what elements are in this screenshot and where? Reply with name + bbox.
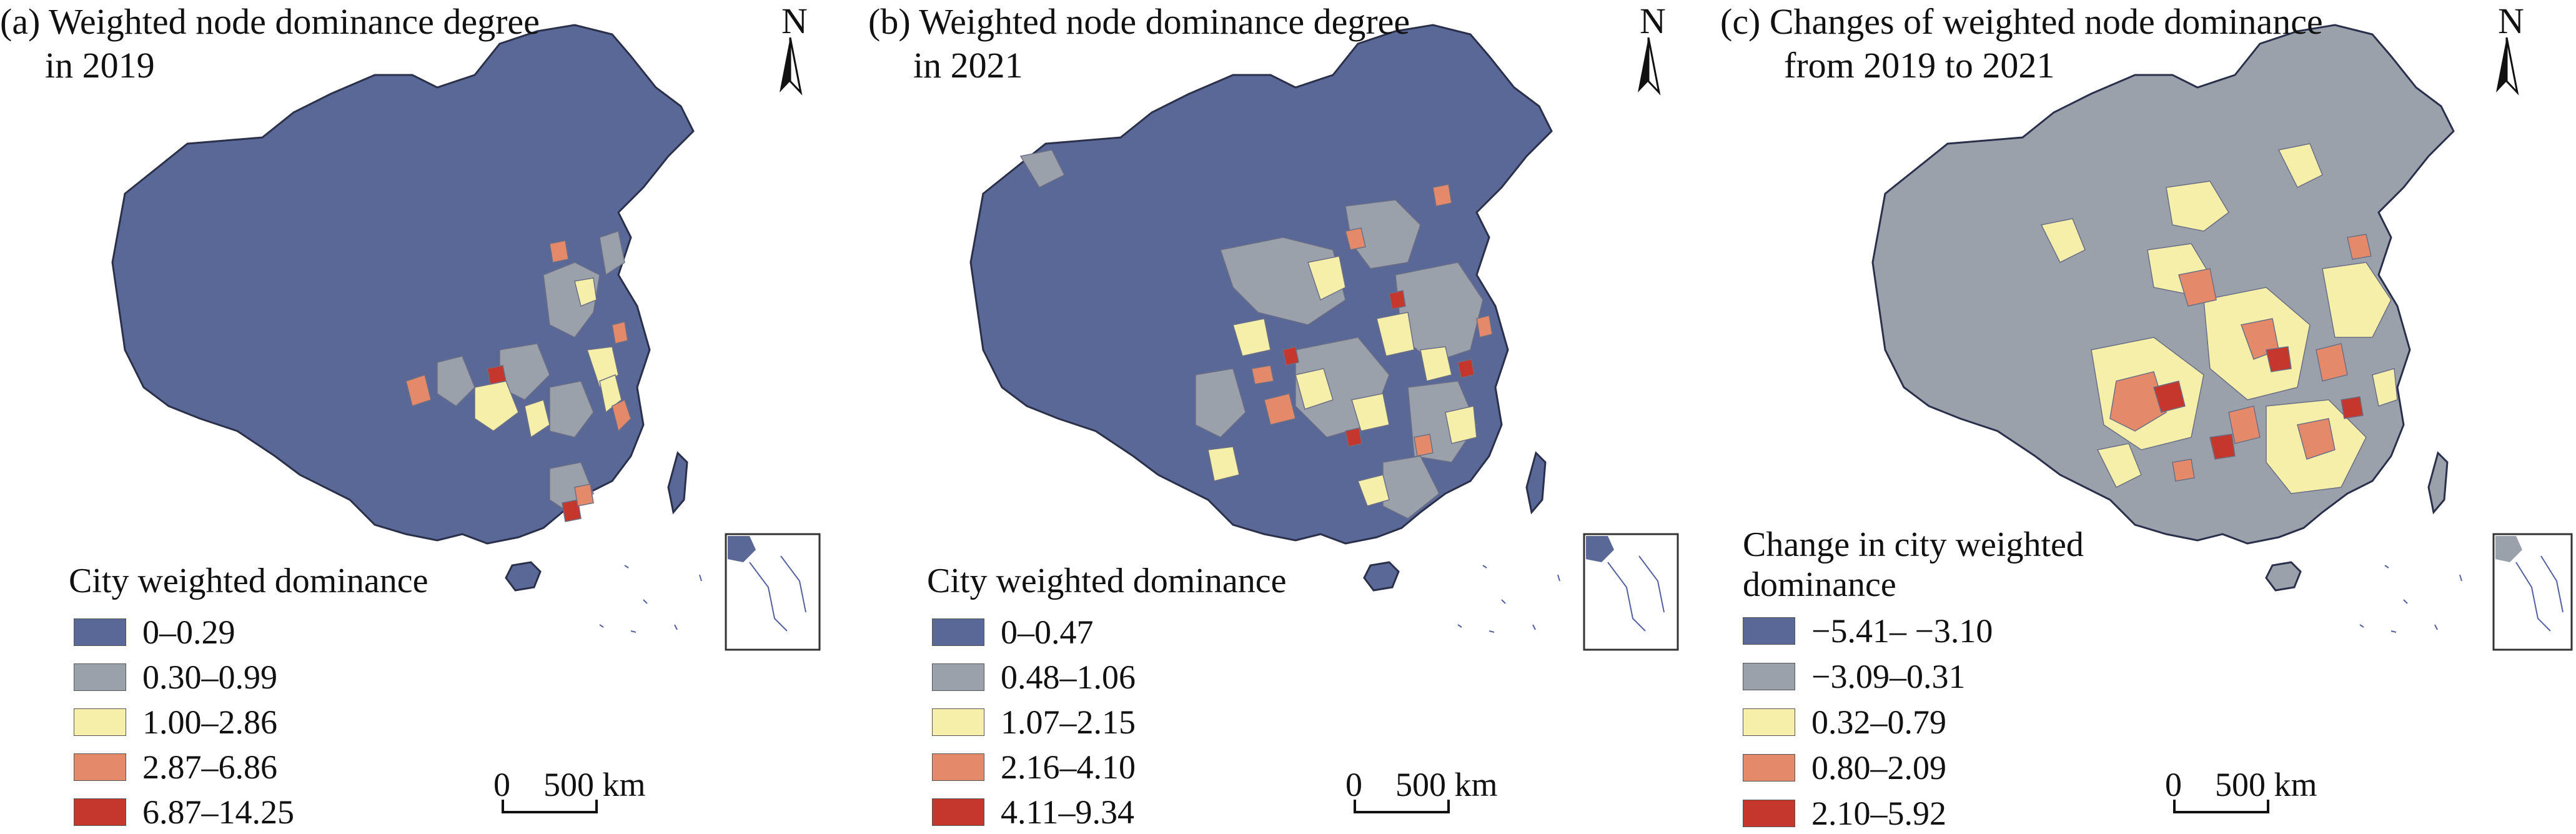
legend-item: 0.30–0.99 <box>74 658 277 696</box>
legend-swatch <box>932 753 984 781</box>
legend-label: 2.87–6.86 <box>142 748 277 786</box>
legend-title-line-1: City weighted dominance <box>69 562 429 600</box>
legend-swatch <box>1743 617 1795 645</box>
legend-item: 0.80–2.09 <box>1743 749 1946 787</box>
legend-item: 0.48–1.06 <box>932 658 1136 696</box>
legend-item: −3.09–0.31 <box>1743 658 1965 695</box>
legend-swatch <box>932 663 984 691</box>
scale-distance-label: 500 km <box>543 766 646 803</box>
legend-item: 2.87–6.86 <box>74 748 277 786</box>
legend-swatch <box>74 798 126 826</box>
legend-label: 0.80–2.09 <box>1811 749 1946 787</box>
legend-title: City weighted dominance <box>69 561 428 601</box>
south-china-sea-inset <box>2492 533 2573 651</box>
title-line-1: (c) Changes of weighted node dominance <box>1720 1 2323 42</box>
legend-swatch <box>74 708 126 736</box>
south-china-sea-inset <box>725 533 821 651</box>
scale-bar <box>2173 800 2269 813</box>
scale-distance-label: 500 km <box>1395 766 1498 803</box>
taiwan-island <box>667 451 688 515</box>
map-c <box>1871 24 2573 813</box>
scale-zero-label: 0 <box>2165 766 2182 803</box>
legend-swatch <box>74 753 126 781</box>
legend-item: 1.00–2.86 <box>74 703 277 741</box>
hainan-island <box>2265 561 2302 592</box>
legend-item: 0–0.47 <box>932 613 1094 651</box>
legend-swatch <box>932 708 984 736</box>
legend-swatch <box>1743 800 1795 827</box>
legend-title-line-1: City weighted dominance <box>927 562 1287 600</box>
panel-title: (a) Weighted node dominance degree in 20… <box>0 0 540 87</box>
legend-title-line-2: dominance <box>1743 565 1896 604</box>
legend-title: City weighted dominance <box>927 561 1286 601</box>
legend-title: Change in city weighted dominance <box>1743 525 2084 605</box>
legend-label: 2.16–4.10 <box>1001 748 1136 786</box>
map-a <box>111 24 821 813</box>
legend-label: 1.07–2.15 <box>1001 703 1136 741</box>
china-outline <box>111 24 695 545</box>
city-regions <box>405 231 632 522</box>
map-b <box>969 24 1679 813</box>
north-arrow-icon <box>1638 37 1661 96</box>
legend-item: 4.11–9.34 <box>932 793 1134 831</box>
legend-label: 0.30–0.99 <box>142 658 277 696</box>
legend-label: 0.48–1.06 <box>1001 658 1136 696</box>
panel-c: (c) Changes of weighted node dominance f… <box>1717 0 2575 834</box>
taiwan-island <box>2427 451 2449 515</box>
scale-zero-label: 0 <box>1345 766 1362 803</box>
scale-zero-label: 0 <box>493 766 510 803</box>
scale-distance-label: 500 km <box>2215 766 2317 803</box>
legend-swatch <box>1743 708 1795 736</box>
panel-a: (a) Weighted node dominance degree in 20… <box>0 0 858 834</box>
scale-bar <box>502 800 598 813</box>
legend-item: 0.32–0.79 <box>1743 703 1946 741</box>
legend-swatch <box>932 798 984 826</box>
legend-swatch <box>74 618 126 646</box>
title-line-1: (b) Weighted node dominance degree <box>868 1 1410 42</box>
legend-label: 0.32–0.79 <box>1811 703 1946 741</box>
legend-swatch <box>1743 754 1795 782</box>
north-arrow-icon <box>2496 37 2519 96</box>
legend-label: 2.10–5.92 <box>1811 795 1946 832</box>
legend-item: 6.87–14.25 <box>74 793 294 831</box>
legend-label: 1.00–2.86 <box>142 703 277 741</box>
legend-label: −5.41– −3.10 <box>1811 612 1993 650</box>
north-label: N <box>1640 1 1666 41</box>
north-label: N <box>781 1 808 41</box>
legend-item: 1.07–2.15 <box>932 703 1136 741</box>
legend-swatch <box>74 663 126 691</box>
island-dots <box>1457 565 1560 633</box>
city-regions <box>2040 143 2398 494</box>
legend-label: 6.87–14.25 <box>142 793 294 831</box>
legend-item: −5.41– −3.10 <box>1743 612 1993 650</box>
island-dots <box>599 565 702 633</box>
title-line-1: (a) Weighted node dominance degree <box>0 1 540 42</box>
legend-label: −3.09–0.31 <box>1811 658 1966 695</box>
taiwan-island <box>1525 451 1547 515</box>
north-arrow-icon <box>780 37 803 96</box>
south-china-sea-inset <box>1583 533 1679 651</box>
city-regions <box>1019 149 1493 519</box>
panel-title: (b) Weighted node dominance degree in 20… <box>868 0 1410 87</box>
panel-b: (b) Weighted node dominance degree in 20… <box>858 0 1717 834</box>
legend-swatch <box>932 618 984 646</box>
legend-label: 0–0.29 <box>142 613 235 651</box>
legend-item: 2.16–4.10 <box>932 748 1136 786</box>
hainan-island <box>1363 561 1400 592</box>
scale-bar <box>1354 800 1450 813</box>
legend-item: 2.10–5.92 <box>1743 795 1946 832</box>
legend-swatch <box>1743 663 1795 690</box>
legend-label: 0–0.47 <box>1001 613 1094 651</box>
north-label: N <box>2498 1 2524 41</box>
legend-label: 4.11–9.34 <box>1001 793 1134 831</box>
title-line-2: from 2019 to 2021 <box>1784 45 2055 86</box>
title-line-2: in 2021 <box>913 45 1023 86</box>
title-line-2: in 2019 <box>45 45 155 86</box>
legend-item: 0–0.29 <box>74 613 235 651</box>
legend-title-line-1: Change in city weighted <box>1743 525 2084 564</box>
panel-title: (c) Changes of weighted node dominance f… <box>1720 0 2323 87</box>
hainan-island <box>505 561 542 592</box>
island-dots <box>2359 565 2462 633</box>
